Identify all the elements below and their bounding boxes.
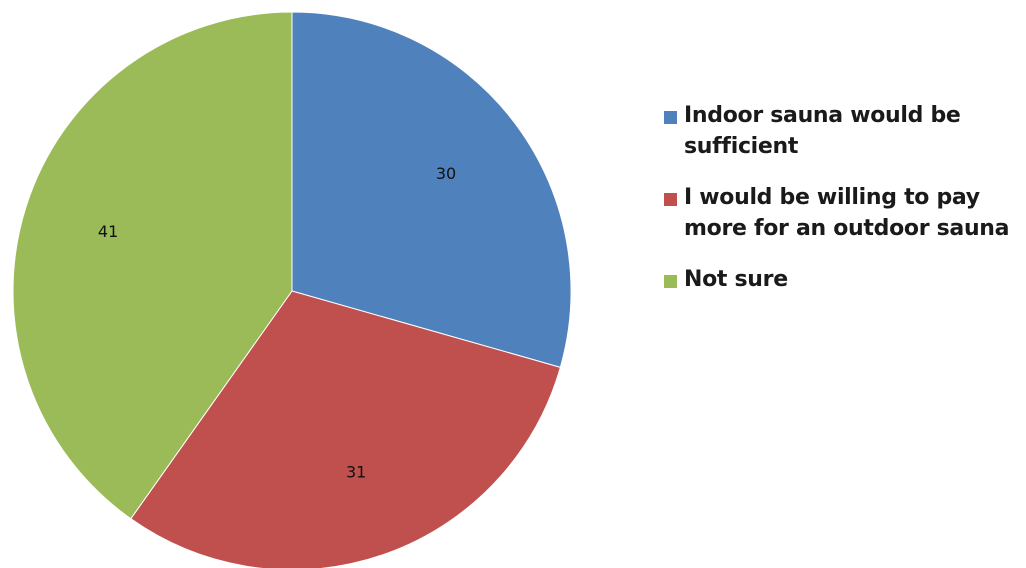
legend-swatch-not-sure [664, 275, 677, 288]
legend-item-not-sure: Not sure [664, 264, 1024, 295]
pie-slices [12, 11, 572, 568]
legend-item-indoor: Indoor sauna would be sufficient [664, 100, 1024, 162]
pie-slice-not-sure [12, 11, 293, 520]
legend-label-indoor: Indoor sauna would be sufficient [684, 103, 961, 159]
data-label-not-sure: 41 [98, 222, 118, 241]
pie-slice-outdoor [130, 290, 561, 568]
legend-label-not-sure: Not sure [684, 267, 788, 292]
data-label-indoor: 30 [436, 164, 456, 183]
legend-swatch-indoor [664, 111, 677, 124]
pie-data-labels: 30 31 41 [98, 164, 456, 481]
pie-slice-indoor [291, 11, 572, 368]
legend-swatch-outdoor [664, 193, 677, 206]
legend-label-outdoor: I would be willing to pay more for an ou… [684, 185, 1010, 241]
data-label-outdoor: 31 [346, 463, 366, 482]
legend: Indoor sauna would be sufficient I would… [664, 100, 1024, 315]
legend-item-outdoor: I would be willing to pay more for an ou… [664, 182, 1024, 244]
